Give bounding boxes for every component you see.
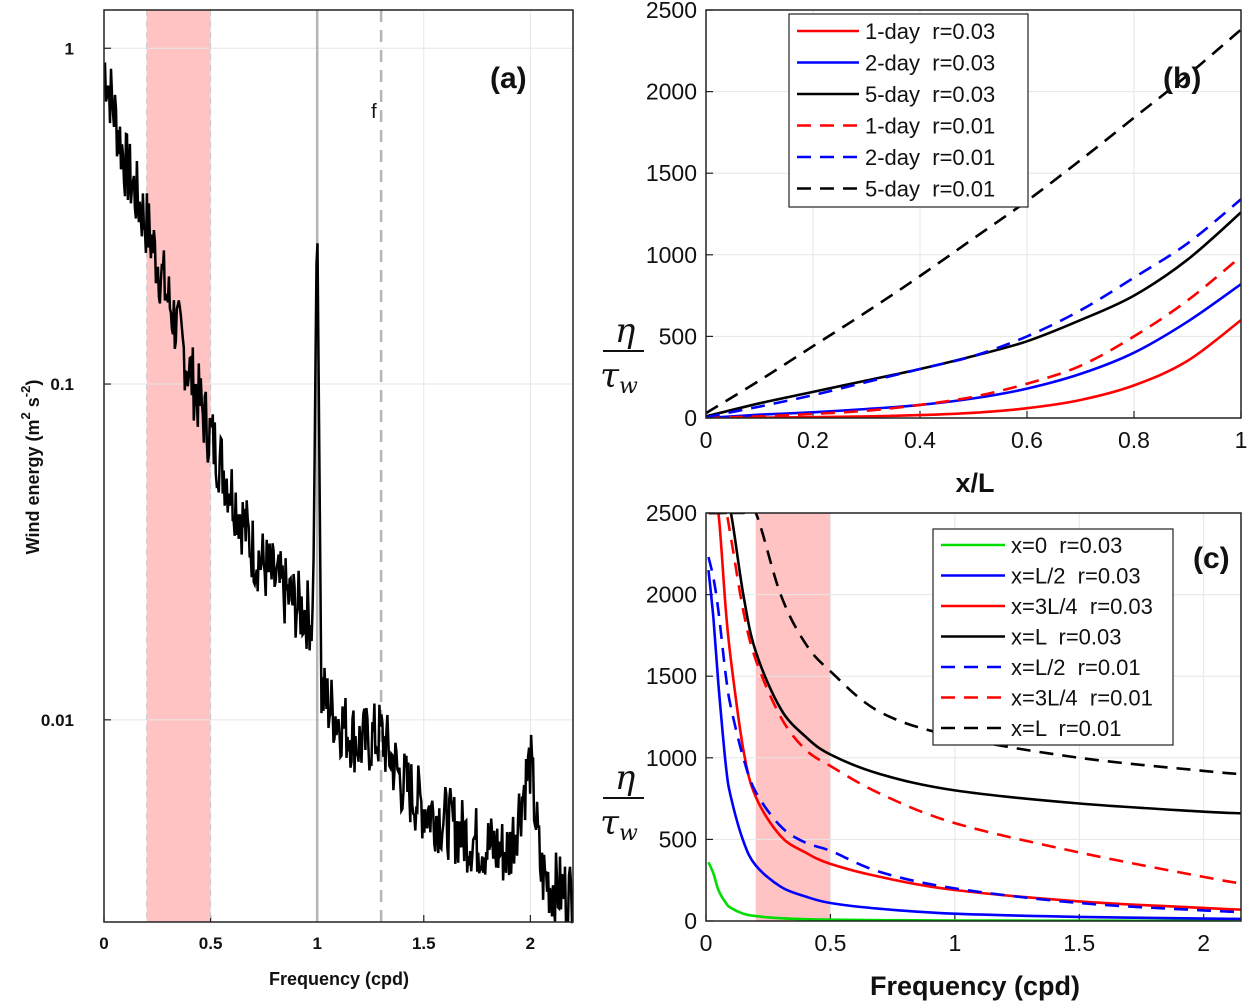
panel-b-x-tick-labels: 0 0.2 0.4 0.6 0.8 1 xyxy=(700,427,1248,453)
x-tick-label: 1 xyxy=(948,930,961,956)
panel-b-y-denominator: τw xyxy=(600,356,638,399)
legend-entry: 5-day r=0.01 xyxy=(865,177,995,202)
y-tick-label: 500 xyxy=(659,826,697,852)
series-line xyxy=(708,513,1241,911)
y-label-mid: s xyxy=(23,397,43,412)
series-line xyxy=(706,283,1241,418)
x-tick-label: 1.5 xyxy=(1063,930,1095,956)
panel-c-legend: x=0 r=0.03 x=L/2 r=0.03 x=3L/4 r=0.03 x=L r… xyxy=(932,528,1174,746)
panel-b-legend: 1-day r=0.03 2-day r=0.03 5-day r=0.03 1-da… xyxy=(788,13,1029,208)
panel-b-y-axis-label: η τw xyxy=(600,311,644,399)
panel-c-series xyxy=(707,513,1241,921)
panel-a-x-tick-labels: 0 0.5 1 1.5 2 xyxy=(99,934,535,953)
legend-entry: 5-day r=0.03 xyxy=(865,82,995,107)
panel-c-axes-frame xyxy=(705,512,1242,922)
x-tick-label: 1.5 xyxy=(412,934,436,953)
series-line xyxy=(706,255,1241,418)
series-line xyxy=(708,513,1241,776)
x-tick-label: 0 xyxy=(99,934,108,953)
panel-c-y-numerator: η xyxy=(615,758,636,798)
panel-a-axes-frame xyxy=(103,9,574,923)
panel-b-tau: τ xyxy=(600,356,620,396)
panel-c-y-axis-label: η τw xyxy=(600,758,644,846)
legend-entry: x=3L/4 r=0.03 xyxy=(1011,594,1153,619)
panel-a-y-axis-label: Wind energy (m2 s-2) xyxy=(18,380,43,555)
panel-b-x-axis-label: x/L xyxy=(955,468,994,498)
x-tick-label: 0.8 xyxy=(1118,427,1150,453)
panel-a-reference-lines xyxy=(146,10,383,922)
y-tick-label: 2000 xyxy=(646,79,697,105)
y-label-sup1: 2 xyxy=(18,412,33,419)
panel-b-tau-sub: w xyxy=(619,374,638,399)
y-tick-label: 2500 xyxy=(646,0,697,23)
x-tick-label: 0.5 xyxy=(814,930,846,956)
x-tick-label: 2 xyxy=(1197,930,1210,956)
y-tick-label: 1 xyxy=(65,39,74,58)
y-tick-label: 1500 xyxy=(646,663,697,689)
legend-entry: x=L r=0.01 xyxy=(1011,716,1121,741)
legend-entry: x=L/2 r=0.03 xyxy=(1011,564,1141,589)
series-line xyxy=(708,513,1241,815)
legend-entry: 1-day r=0.03 xyxy=(865,19,995,44)
panel-c-y-denominator: τw xyxy=(600,803,638,846)
series-line xyxy=(706,211,1241,418)
panel-a-f-label: f xyxy=(371,101,377,123)
legend-entry: 1-day r=0.01 xyxy=(865,114,995,139)
x-tick-label: 2 xyxy=(526,934,535,953)
y-tick-label: 0 xyxy=(684,908,697,934)
legend-entry: x=0 r=0.03 xyxy=(1011,533,1122,558)
y-label-base: Wind energy (m xyxy=(23,419,43,554)
panel-c-x-tick-labels: 0 0.5 1 1.5 2 xyxy=(700,930,1210,956)
series-line xyxy=(707,569,1241,921)
legend-entry: x=3L/4 r=0.01 xyxy=(1011,686,1153,711)
x-tick-label: 0.4 xyxy=(904,427,936,453)
y-label-sup2: -2 xyxy=(18,386,33,398)
panel-a-x-axis-label: Frequency (cpd) xyxy=(269,969,409,989)
y-tick-label: 0.1 xyxy=(50,375,74,394)
legend-entry: 2-day r=0.03 xyxy=(865,51,995,76)
x-tick-label: 0.2 xyxy=(797,427,829,453)
y-tick-label: 1500 xyxy=(646,160,697,186)
y-tick-label: 500 xyxy=(659,323,697,349)
panel-c-tau: τ xyxy=(600,803,620,843)
x-tick-label: 0.5 xyxy=(199,934,223,953)
panel-c-x-axis-label: Frequency (cpd) xyxy=(870,971,1080,1001)
panel-c-shaded-band xyxy=(755,513,831,921)
x-tick-label: 1 xyxy=(1235,427,1248,453)
x-tick-label: 0.6 xyxy=(1011,427,1043,453)
legend-entry: x=L/2 r=0.01 xyxy=(1011,655,1141,680)
panel-a-label: (a) xyxy=(490,62,527,95)
series-line xyxy=(706,198,1241,418)
panel-a: 0 0.5 1 1.5 2 1 0.1 0.01 f (a) Frequency (cpd)… xyxy=(18,9,574,989)
legend-entry: x=L r=0.03 xyxy=(1011,625,1121,650)
y-tick-label: 2500 xyxy=(646,500,697,526)
x-tick-label: 0 xyxy=(700,930,713,956)
panel-b-y-numerator: η xyxy=(615,311,636,351)
panel-a-y-tick-labels: 1 0.1 0.01 xyxy=(41,39,74,730)
x-tick-label: 0 xyxy=(700,427,713,453)
series-line xyxy=(706,319,1241,418)
panel-a-series-line xyxy=(103,62,574,924)
panel-b: 0 0.2 0.4 0.6 0.8 1 0 500 1000 1500 2000 2500 1-da… xyxy=(600,0,1247,498)
panel-c: 0 0.5 1 1.5 2 0 500 1000 1500 2000 2500 x=0 r=0.0… xyxy=(600,500,1242,1001)
panel-b-y-tick-labels: 0 500 1000 1500 2000 2500 xyxy=(646,0,697,431)
panel-b-label: (b) xyxy=(1163,62,1201,95)
panel-a-shaded-band xyxy=(146,10,211,922)
panel-c-label: (c) xyxy=(1193,542,1230,575)
y-tick-label: 0 xyxy=(684,405,697,431)
legend-box xyxy=(788,13,1029,208)
panel-c-tau-sub: w xyxy=(619,821,638,846)
y-tick-label: 1000 xyxy=(646,745,697,771)
panel-c-y-tick-labels: 0 500 1000 1500 2000 2500 xyxy=(646,500,697,934)
y-tick-label: 1000 xyxy=(646,242,697,268)
x-tick-label: 1 xyxy=(312,934,321,953)
y-label-tail: ) xyxy=(23,380,43,386)
panel-b-axes-frame xyxy=(705,9,1242,419)
legend-entry: 2-day r=0.01 xyxy=(865,145,995,170)
y-tick-label: 0.01 xyxy=(41,711,74,730)
y-tick-label: 2000 xyxy=(646,582,697,608)
series-line xyxy=(706,28,1241,415)
